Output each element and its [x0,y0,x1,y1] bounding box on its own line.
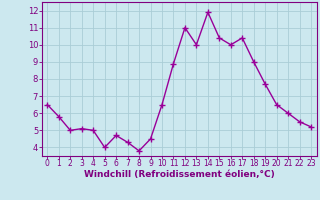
X-axis label: Windchill (Refroidissement éolien,°C): Windchill (Refroidissement éolien,°C) [84,170,275,179]
